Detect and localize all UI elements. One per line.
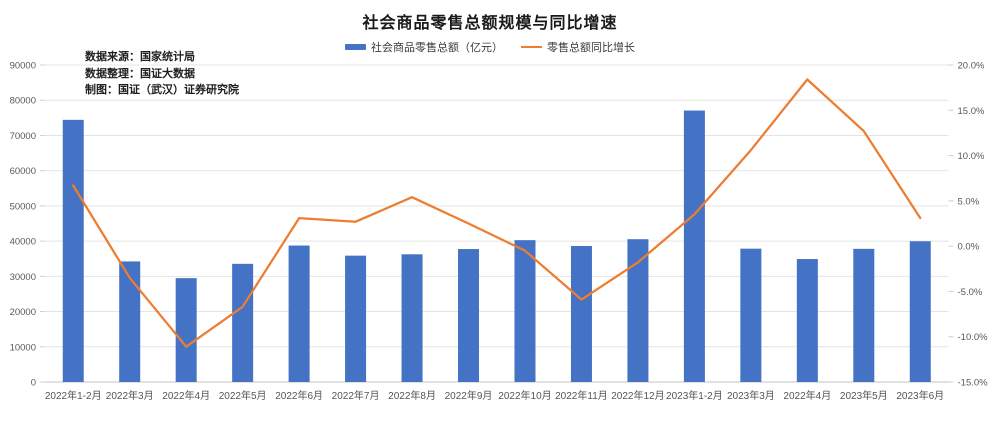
legend-item-bar-series: 社会商品零售总额（亿元） bbox=[345, 39, 503, 55]
bar bbox=[909, 241, 931, 382]
bar bbox=[740, 248, 762, 382]
bar bbox=[853, 248, 875, 382]
source-note-chart-credit: 制图：国证（武汉）证券研究院 bbox=[85, 84, 239, 96]
line-series-label: 零售总额同比增长 bbox=[547, 42, 635, 54]
growth-line bbox=[72, 78, 922, 348]
x-axis-label: 2022年11月 bbox=[555, 389, 608, 402]
y-axis-label-right: 10.0% bbox=[958, 151, 985, 162]
x-axis-label: 2022年5月 bbox=[219, 389, 267, 402]
y-axis-label-right: 5.0% bbox=[958, 196, 980, 207]
x-axis-label: 2022年1-2月 bbox=[45, 389, 102, 402]
x-axis-label: 2022年7月 bbox=[332, 389, 380, 402]
bar bbox=[175, 278, 197, 382]
y-axis-label-left: 20000 bbox=[10, 307, 36, 318]
chart-title: 社会商品零售总额规模与同比增速 bbox=[362, 15, 618, 32]
bar bbox=[683, 110, 705, 382]
bar bbox=[345, 255, 367, 382]
y-axis-label-right: 0.0% bbox=[958, 242, 980, 253]
bar bbox=[570, 245, 592, 382]
x-axis-label: 2022年12月 bbox=[611, 389, 664, 402]
x-axis-label: 2022年3月 bbox=[106, 389, 154, 402]
y-axis-label-left: 50000 bbox=[10, 201, 36, 212]
chart-legend: 社会商品零售总额（亿元） 零售总额同比增长 bbox=[0, 39, 980, 55]
bar bbox=[796, 259, 818, 382]
y-axis-label-left: 70000 bbox=[10, 131, 36, 142]
y-axis-label-right: -5.0% bbox=[958, 287, 983, 298]
source-note-data-curation: 数据整理：国证大数据 bbox=[85, 67, 195, 80]
source-note-data-source: 数据来源：国家统计局 bbox=[85, 51, 195, 63]
x-axis-label: 2022年6月 bbox=[275, 389, 323, 402]
y-axis-label-left: 0 bbox=[31, 378, 36, 389]
y-axis-label-right: -10.0% bbox=[958, 332, 989, 343]
y-axis-label-left: 10000 bbox=[10, 342, 36, 353]
y-axis-label-right: -15.0% bbox=[958, 378, 989, 389]
y-axis-label-right: 15.0% bbox=[958, 106, 985, 117]
bar bbox=[288, 245, 310, 382]
line-series-swatch bbox=[521, 45, 542, 49]
x-axis-label: 2022年4月 bbox=[162, 389, 210, 402]
bar bbox=[62, 119, 84, 382]
x-axis-label: 2022年8月 bbox=[388, 389, 436, 402]
y-axis-label-left: 80000 bbox=[10, 96, 36, 107]
bar bbox=[119, 261, 141, 382]
y-axis-label-right: 20.0% bbox=[958, 61, 985, 72]
legend-item-line-series: 零售总额同比增长 bbox=[521, 39, 635, 55]
x-axis-label: 2022年4月 bbox=[783, 389, 831, 402]
x-axis-label: 2022年9月 bbox=[445, 389, 493, 402]
y-axis-label-left: 40000 bbox=[10, 237, 36, 248]
x-axis-label: 2023年5月 bbox=[840, 389, 888, 402]
x-axis-label: 2023年3月 bbox=[727, 389, 775, 402]
bar bbox=[514, 240, 536, 382]
x-axis-label: 2023年6月 bbox=[896, 389, 944, 402]
bar bbox=[627, 239, 649, 382]
bar bbox=[232, 263, 254, 382]
x-axis-label: 2023年1-2月 bbox=[666, 389, 723, 402]
bar bbox=[401, 254, 423, 382]
source-notes: 数据来源：国家统计局 数据整理：国证大数据 制图：国证（武汉）证券研究院 bbox=[85, 49, 239, 99]
bar bbox=[458, 249, 480, 382]
y-axis-label-left: 30000 bbox=[10, 272, 36, 283]
y-axis-label-left: 90000 bbox=[10, 61, 36, 72]
bar-series-label: 社会商品零售总额（亿元） bbox=[371, 42, 503, 54]
y-axis-label-left: 60000 bbox=[10, 166, 36, 177]
bar-series-swatch bbox=[345, 44, 366, 50]
x-axis-label: 2022年10月 bbox=[498, 389, 551, 402]
